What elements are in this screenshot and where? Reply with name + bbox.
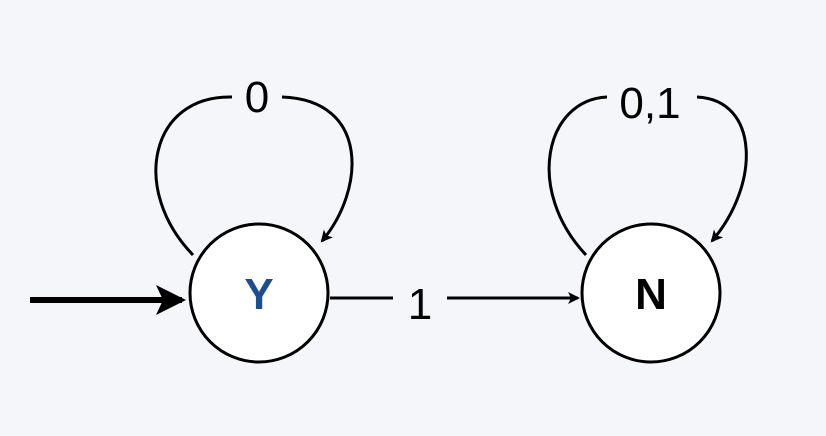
state-n: N [580,222,722,364]
state-y: Y [188,222,330,364]
transition-n-to-n-label: 0,1 [619,79,680,128]
transition-y-to-n-label: 1 [408,280,432,329]
transition-n-to-n [547,95,748,257]
transition-y-to-y [154,95,354,257]
state-n-label: N [635,270,667,319]
transition-y-to-y-label: 0 [245,73,269,122]
state-y-label: Y [244,270,273,319]
